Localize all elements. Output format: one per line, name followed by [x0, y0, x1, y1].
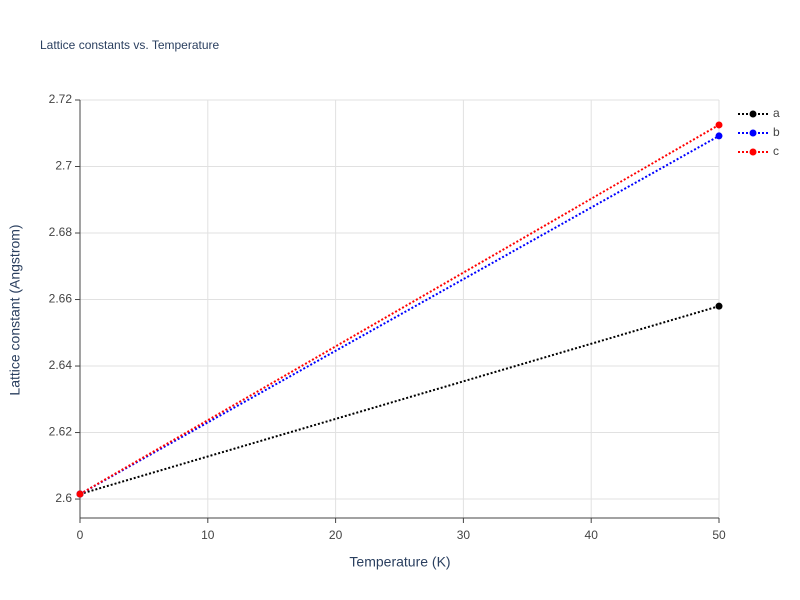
legend-label: b: [773, 125, 780, 139]
x-tick-label: 0: [77, 528, 84, 542]
y-tick-label: 2.64: [49, 358, 73, 372]
x-tick-label: 40: [585, 528, 599, 542]
y-tick-label: 2.7: [55, 159, 72, 173]
y-tick-label: 2.72: [49, 92, 73, 106]
x-tick-label: 20: [329, 528, 343, 542]
series-line: [79, 305, 720, 496]
data-point: [715, 121, 723, 129]
series-line: [79, 124, 720, 495]
data-point: [715, 302, 723, 310]
y-axis-label: Lattice constant (Angstrom): [7, 224, 23, 395]
legend-label: a: [773, 106, 780, 120]
y-tick-label: 2.68: [49, 225, 73, 239]
grid: 2.6 2.62 2.64 2.66 2.68 2.7 2.72 0 10 20 30 40 50: [49, 92, 726, 542]
plot-area: [76, 121, 723, 498]
legend: abc: [738, 106, 780, 158]
chart-title: Lattice constants vs. Temperature: [40, 38, 220, 52]
data-point: [715, 132, 723, 140]
x-tick-label: 30: [457, 528, 471, 542]
legend-label: c: [773, 144, 779, 158]
y-tick-label: 2.66: [49, 292, 73, 306]
x-axis-label: Temperature (K): [349, 554, 450, 570]
legend-marker: [749, 129, 757, 137]
legend-marker: [749, 148, 757, 156]
y-tick-label: 2.6: [55, 491, 72, 505]
x-tick-label: 50: [712, 528, 726, 542]
legend-marker: [749, 110, 757, 118]
x-tick-label: 10: [201, 528, 215, 542]
y-tick-label: 2.62: [49, 425, 73, 439]
data-point: [76, 490, 84, 498]
